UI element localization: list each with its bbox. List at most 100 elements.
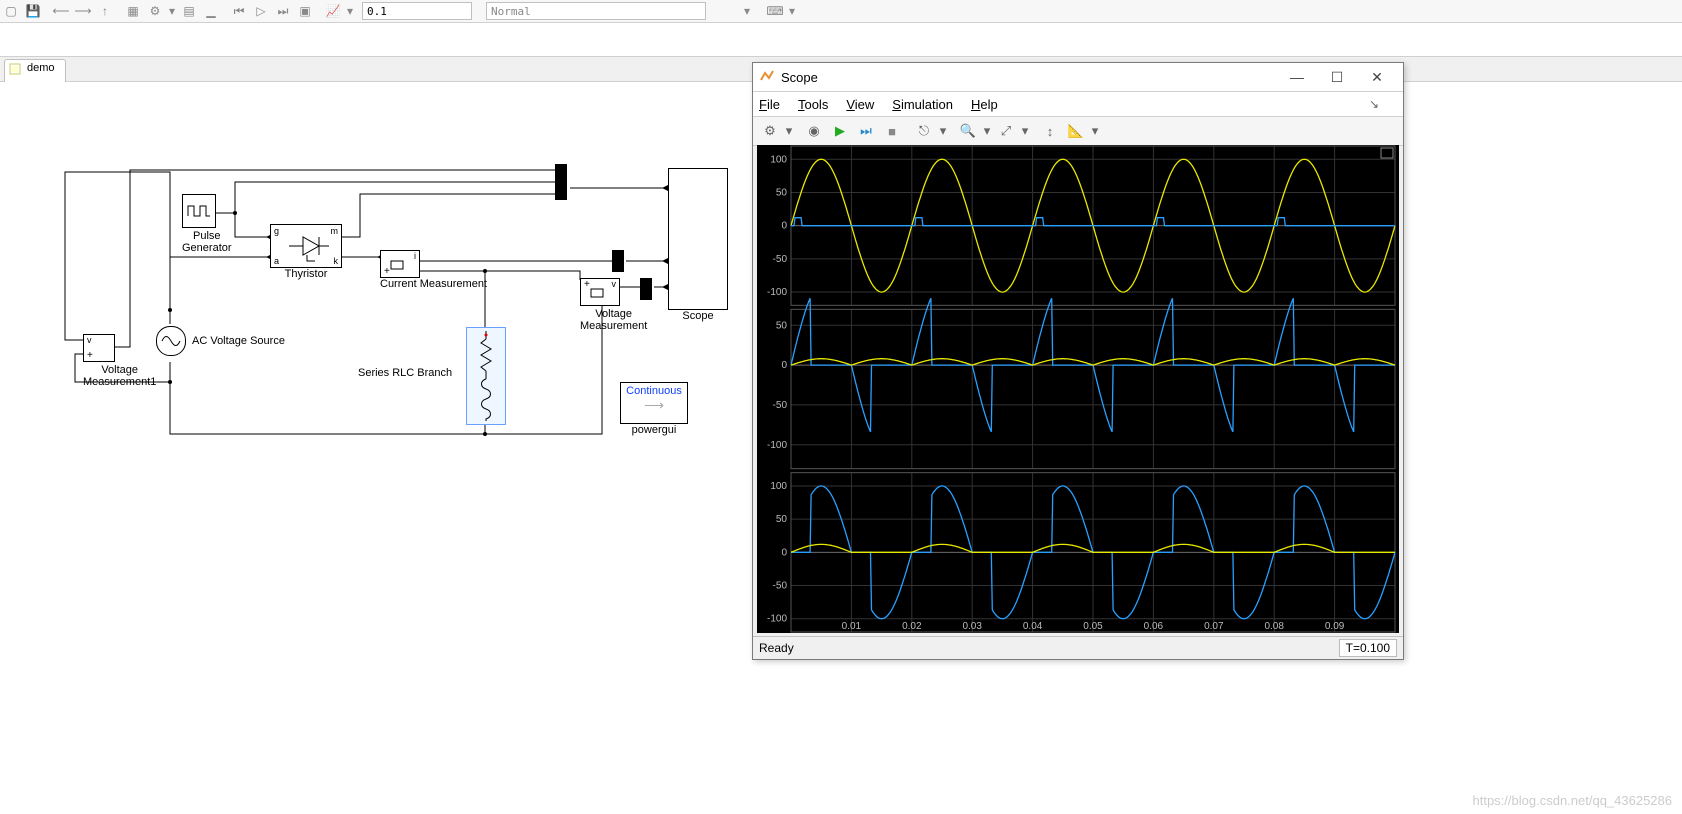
toolbar-icon[interactable]: ▢ bbox=[1, 2, 21, 20]
status-text: Ready bbox=[759, 641, 794, 655]
scope-statusbar: Ready T=0.100 bbox=[753, 636, 1403, 659]
svg-text:-100: -100 bbox=[767, 614, 787, 625]
port-plus: + bbox=[584, 279, 590, 290]
settings-icon[interactable]: ◉ bbox=[803, 120, 825, 142]
scope-plot-area[interactable]: -100-50050100-100-50050-100-500501000.01… bbox=[757, 145, 1399, 633]
minimize-button[interactable]: — bbox=[1277, 69, 1317, 85]
toolbar-stop-icon[interactable]: ▣ bbox=[295, 2, 315, 20]
sim-mode-select[interactable]: Normal bbox=[486, 2, 706, 20]
svg-text:-100: -100 bbox=[767, 440, 787, 451]
dropdown-icon[interactable]: ▾ bbox=[983, 120, 991, 142]
port-label: v bbox=[87, 335, 92, 345]
toolbar-run-icon[interactable]: ▷ bbox=[251, 2, 271, 20]
main-toolbar: ▢ 💾 ⟵ ⟶ ↑ ▦ ⚙▾ ▤ ▁ ⏮ ▷ ⏭ ▣ 📈▾ 0.1 Normal… bbox=[0, 0, 1682, 23]
toolbar-icon[interactable]: ▤ bbox=[179, 2, 199, 20]
dropdown-icon[interactable]: ▾ bbox=[1021, 120, 1029, 142]
run-icon[interactable]: ▶ bbox=[829, 120, 851, 142]
menu-tools[interactable]: Tools bbox=[798, 97, 828, 112]
svg-text:0.03: 0.03 bbox=[962, 621, 982, 632]
block-label: powergui bbox=[620, 424, 688, 436]
autoscale-icon[interactable]: ⤢ bbox=[995, 120, 1017, 142]
svg-text:50: 50 bbox=[776, 187, 788, 198]
scope-menubar: File Tools View Simulation Help ↘ bbox=[753, 92, 1403, 117]
svg-text:0.09: 0.09 bbox=[1325, 621, 1345, 632]
svg-text:0.08: 0.08 bbox=[1264, 621, 1284, 632]
block-ac-source[interactable]: AC Voltage Source bbox=[156, 326, 285, 356]
toolbar-step-back-icon[interactable]: ⏮ bbox=[229, 2, 249, 20]
menu-view[interactable]: View bbox=[846, 97, 874, 112]
svg-text:0.01: 0.01 bbox=[842, 621, 862, 632]
svg-text:0: 0 bbox=[781, 547, 787, 558]
dropdown-icon[interactable]: ▾ bbox=[167, 2, 177, 20]
mux-block[interactable] bbox=[555, 164, 567, 200]
toolbar-save-icon[interactable]: 💾 bbox=[23, 2, 43, 20]
port-plus: + bbox=[384, 266, 390, 277]
block-series-rlc[interactable] bbox=[466, 327, 506, 425]
toolbar-back-icon[interactable]: ⟵ bbox=[51, 2, 71, 20]
svg-text:0.04: 0.04 bbox=[1023, 621, 1043, 632]
dropdown-icon[interactable]: ▾ bbox=[1091, 120, 1099, 142]
port-label: i bbox=[414, 251, 416, 261]
svg-text:0.07: 0.07 bbox=[1204, 621, 1224, 632]
toolbar-up-icon[interactable]: ↑ bbox=[95, 2, 115, 20]
toolbar-icon[interactable]: ▾ bbox=[737, 2, 757, 20]
toolbar-step-fwd-icon[interactable]: ⏭ bbox=[273, 2, 293, 20]
toolbar-keyboard-icon[interactable]: ⌨ bbox=[765, 2, 785, 20]
port-label: k bbox=[334, 256, 339, 266]
model-tab-label: demo bbox=[27, 62, 55, 74]
menu-simulation[interactable]: Simulation bbox=[892, 97, 953, 112]
block-label: Series RLC Branch bbox=[358, 367, 452, 379]
dropdown-icon[interactable]: ▾ bbox=[345, 2, 355, 20]
zoom-icon[interactable]: 🔍 bbox=[957, 120, 979, 142]
scope-window[interactable]: Scope — ☐ ✕ File Tools View Simulation H… bbox=[752, 62, 1404, 660]
block-powergui[interactable]: Continuous ⟶ powergui bbox=[620, 382, 688, 436]
close-button[interactable]: ✕ bbox=[1357, 69, 1397, 86]
gear-icon[interactable]: ⚙ bbox=[759, 120, 781, 142]
block-voltage-measurement1[interactable]: v + VoltageMeasurement1 bbox=[83, 334, 156, 388]
mux-block[interactable] bbox=[640, 278, 652, 300]
pulse-icon bbox=[186, 202, 212, 220]
svg-text:50: 50 bbox=[776, 514, 788, 525]
step-icon[interactable]: ⏭ bbox=[855, 120, 877, 142]
stop-icon[interactable]: ■ bbox=[881, 120, 903, 142]
stop-time-input[interactable]: 0.1 bbox=[362, 2, 472, 20]
block-label: VoltageMeasurement1 bbox=[83, 364, 156, 388]
mux-block[interactable] bbox=[612, 250, 624, 272]
block-label: Scope bbox=[668, 310, 728, 322]
svg-text:100: 100 bbox=[770, 154, 787, 165]
toolbar-icon[interactable]: ▁ bbox=[201, 2, 221, 20]
scope-title: Scope bbox=[781, 70, 818, 85]
powergui-mode: Continuous bbox=[621, 383, 687, 397]
toolbar-gear-icon[interactable]: ⚙ bbox=[145, 2, 165, 20]
dropdown-icon[interactable]: ▾ bbox=[787, 2, 797, 20]
port-plus: + bbox=[87, 350, 93, 361]
block-current-measurement[interactable]: i + Current Measurement bbox=[380, 250, 487, 290]
toolbar-scope-icon[interactable]: 📈 bbox=[323, 2, 343, 20]
block-thyristor[interactable]: g m a k Thyristor bbox=[270, 224, 342, 280]
svg-text:-50: -50 bbox=[773, 581, 788, 592]
block-voltage-measurement[interactable]: v + VoltageMeasurement bbox=[580, 278, 647, 332]
measure-icon[interactable]: 📐 bbox=[1065, 120, 1087, 142]
block-label: Thyristor bbox=[270, 268, 342, 280]
block-pulse-generator[interactable]: PulseGenerator bbox=[182, 194, 232, 254]
svg-text:0.06: 0.06 bbox=[1144, 621, 1164, 632]
dropdown-icon[interactable]: ▾ bbox=[785, 120, 793, 142]
link-icon: ⟶ bbox=[621, 397, 687, 414]
scope-titlebar[interactable]: Scope — ☐ ✕ bbox=[753, 63, 1403, 92]
svg-text:100: 100 bbox=[770, 481, 787, 492]
svg-text:50: 50 bbox=[776, 320, 788, 331]
cursor-icon[interactable]: ↕ bbox=[1039, 120, 1061, 142]
model-tab[interactable]: demo bbox=[4, 59, 66, 82]
trigger-icon[interactable]: ⎋ bbox=[913, 120, 935, 142]
toolbar-fwd-icon[interactable]: ⟶ bbox=[73, 2, 93, 20]
block-scope[interactable]: Scope bbox=[668, 168, 728, 322]
rlc-icon bbox=[477, 331, 495, 421]
dock-icon[interactable]: ↘ bbox=[1369, 97, 1379, 111]
toolbar-lib-icon[interactable]: ▦ bbox=[123, 2, 143, 20]
dropdown-icon[interactable]: ▾ bbox=[939, 120, 947, 142]
maximize-button[interactable]: ☐ bbox=[1317, 69, 1357, 86]
sine-icon bbox=[161, 334, 181, 348]
menu-file[interactable]: File bbox=[759, 97, 780, 112]
menu-help[interactable]: Help bbox=[971, 97, 998, 112]
watermark-text: https://blog.csdn.net/qq_43625286 bbox=[1473, 793, 1673, 808]
